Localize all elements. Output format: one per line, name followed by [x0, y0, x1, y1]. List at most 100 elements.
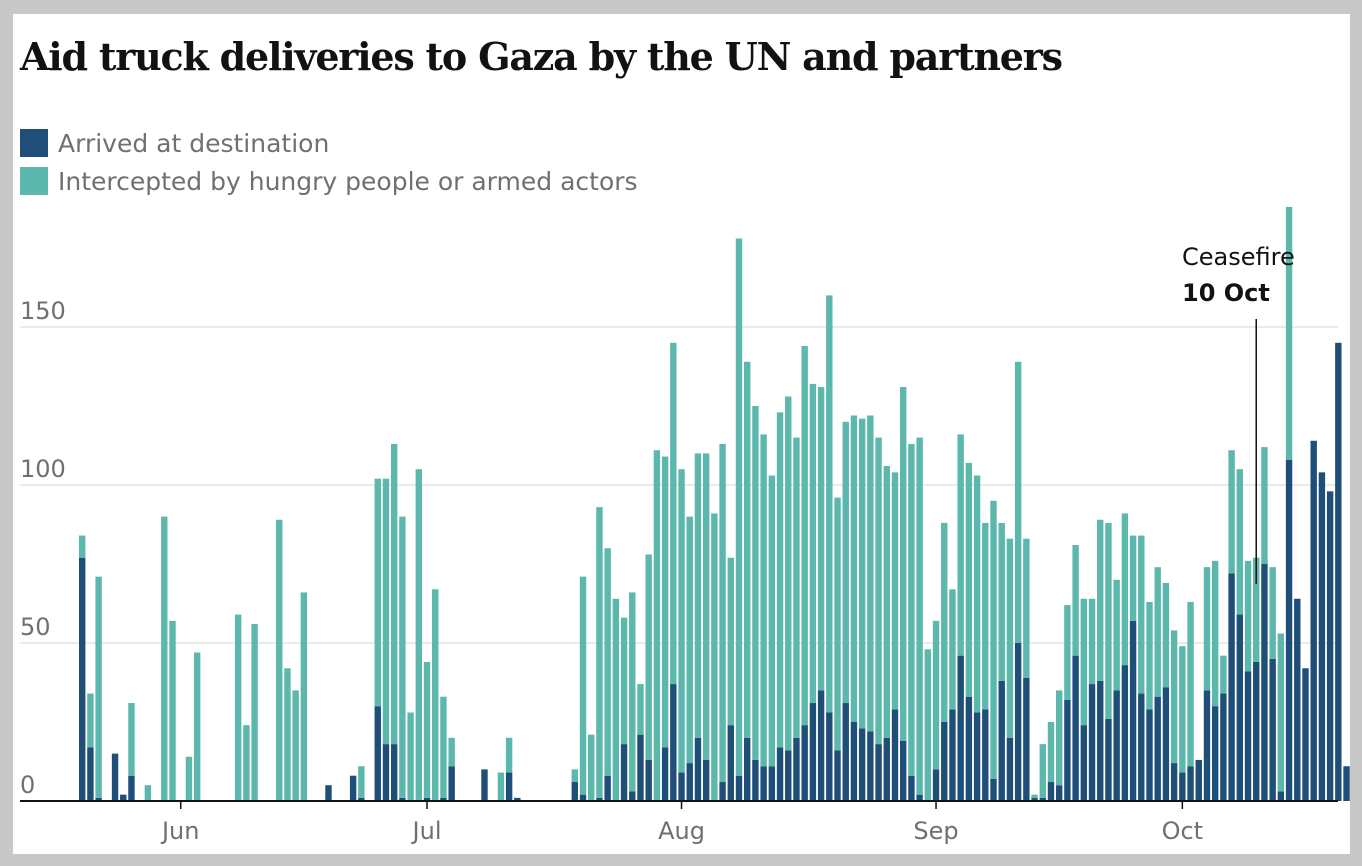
bar-arrived-61 [579, 794, 587, 801]
chart-panel: Aid truck deliveries to Gaza by the UN a… [13, 14, 1350, 854]
bar-arrived-2 [95, 797, 102, 801]
bar-arrived-132 [1162, 687, 1170, 801]
bar-arrived-0 [79, 557, 86, 801]
bar-arrived-125 [1105, 718, 1112, 801]
bar-arrived-115 [1023, 677, 1030, 801]
bar-arrived-137 [1203, 690, 1211, 801]
bar-intercepted-137 [1203, 567, 1211, 691]
bar-arrived-30 [325, 785, 332, 801]
bar-intercepted-39 [399, 516, 406, 798]
bar-arrived-95 [858, 728, 866, 801]
bar-intercepted-78 [719, 443, 726, 783]
annotation-layer: Ceasefire 10 Oct [1182, 243, 1295, 585]
bar-intercepted-1 [87, 693, 94, 748]
bar-intercepted-25 [284, 668, 291, 801]
bar-arrived-94 [850, 722, 858, 801]
bar-arrived-146 [1277, 791, 1285, 801]
bar-intercepted-52 [505, 737, 513, 773]
bar-intercepted-124 [1097, 519, 1104, 681]
x-tick-label-jul: Jul [411, 817, 442, 845]
bar-intercepted-123 [1088, 598, 1096, 685]
bar-intercepted-40 [407, 712, 414, 801]
bar-arrived-69 [645, 759, 652, 801]
bar-intercepted-26 [292, 690, 299, 801]
bar-arrived-86 [785, 750, 792, 801]
bar-intercepted-84 [768, 475, 776, 767]
bar-arrived-107 [957, 655, 964, 801]
bar-intercepted-38 [390, 443, 398, 745]
bar-intercepted-103 [924, 649, 932, 801]
bar-arrived-110 [982, 709, 989, 801]
bar-intercepted-61 [579, 576, 587, 795]
bar-intercepted-104 [932, 620, 940, 770]
bar-arrived-45 [448, 766, 455, 801]
bar-intercepted-73 [678, 469, 685, 773]
bar-arrived-91 [826, 712, 833, 801]
bar-arrived-34 [358, 797, 365, 801]
bar-arrived-39 [399, 797, 406, 801]
bar-arrived-71 [661, 747, 669, 801]
bar-intercepted-121 [1072, 545, 1079, 656]
bar-arrived-149 [1302, 668, 1309, 801]
bar-arrived-138 [1211, 706, 1219, 801]
bar-intercepted-98 [883, 466, 890, 738]
bar-intercepted-36 [374, 478, 381, 707]
bar-arrived-104 [932, 769, 940, 801]
bar-intercepted-69 [645, 554, 652, 760]
bar-intercepted-128 [1129, 535, 1137, 621]
bar-intercepted-27 [300, 592, 308, 801]
bar-arrived-152 [1326, 491, 1334, 801]
bar-intercepted-113 [1006, 538, 1014, 738]
bar-arrived-73 [678, 772, 685, 801]
bar-intercepted-97 [875, 437, 882, 745]
bar-intercepted-74 [686, 516, 693, 764]
bar-arrived-80 [735, 775, 743, 801]
ceasefire-label: Ceasefire [1182, 243, 1295, 271]
bar-arrived-96 [867, 731, 874, 801]
bar-intercepted-125 [1105, 522, 1112, 719]
bar-intercepted-85 [776, 412, 784, 748]
bar-intercepted-93 [842, 421, 849, 704]
bar-arrived-49 [481, 769, 488, 801]
bar-intercepted-100 [900, 387, 907, 741]
bar-arrived-120 [1064, 699, 1071, 801]
bar-arrived-68 [637, 734, 644, 801]
bar-intercepted-92 [834, 497, 841, 751]
bar-arrived-129 [1138, 693, 1145, 801]
bar-arrived-122 [1080, 725, 1088, 801]
bar-intercepted-86 [785, 396, 792, 751]
bar-arrived-112 [998, 680, 1005, 801]
bar-arrived-72 [670, 684, 677, 801]
bar-arrived-38 [390, 744, 398, 801]
bar-arrived-134 [1179, 772, 1186, 801]
bar-arrived-87 [793, 737, 800, 801]
bar-intercepted-132 [1162, 582, 1170, 688]
bar-arrived-111 [990, 778, 997, 801]
bar-intercepted-120 [1064, 605, 1071, 700]
bar-intercepted-8 [144, 785, 152, 801]
bar-arrived-36 [374, 706, 381, 801]
bar-arrived-44 [440, 797, 447, 801]
bar-intercepted-94 [850, 415, 858, 722]
bar-arrived-123 [1088, 684, 1096, 801]
bar-intercepted-14 [193, 652, 201, 801]
bar-intercepted-72 [670, 342, 677, 685]
bar-intercepted-66 [620, 617, 628, 745]
bar-arrived-98 [883, 737, 890, 801]
bar-intercepted-116 [1031, 794, 1038, 798]
bar-intercepted-44 [440, 696, 447, 798]
bar-arrived-33 [349, 775, 357, 801]
bar-arrived-53 [514, 797, 521, 801]
bar-intercepted-75 [694, 453, 702, 738]
bar-arrived-74 [686, 763, 693, 801]
bar-arrived-143 [1253, 661, 1260, 801]
bar-intercepted-63 [596, 507, 603, 798]
bar-intercepted-141 [1236, 469, 1244, 615]
bar-intercepted-114 [1014, 361, 1022, 643]
bar-arrived-142 [1244, 671, 1252, 801]
bar-arrived-116 [1031, 797, 1038, 801]
bar-arrived-136 [1195, 759, 1202, 801]
bar-intercepted-6 [128, 703, 135, 776]
bar-arrived-75 [694, 737, 702, 801]
